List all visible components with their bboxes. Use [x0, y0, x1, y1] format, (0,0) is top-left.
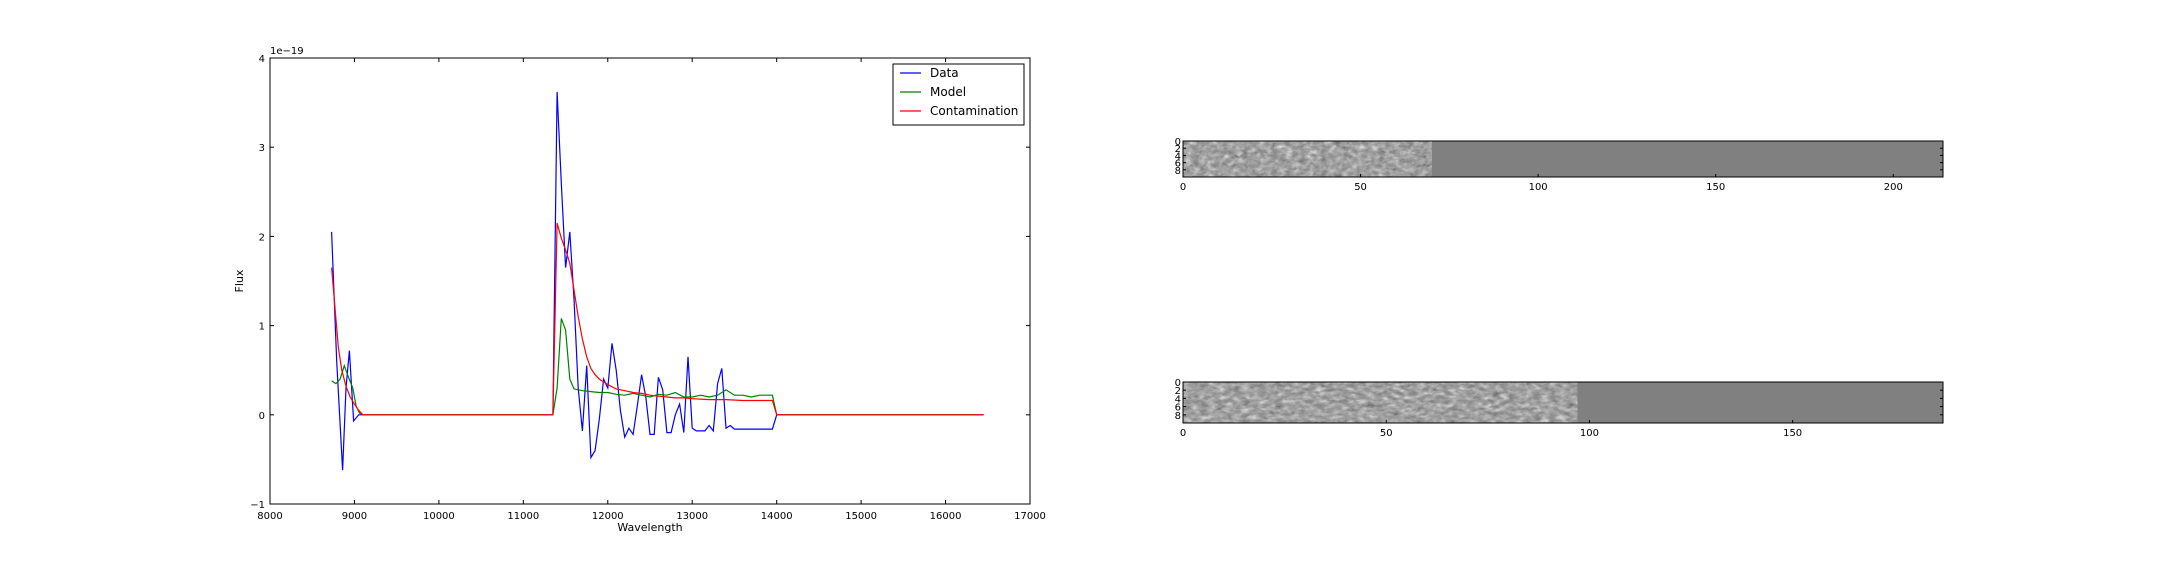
image-y-tick-label: 6 — [1175, 403, 1181, 414]
image-x-tick-label: 0 — [1180, 182, 1186, 193]
image-bottom-x-ticks: 0 50 100 150 — [1180, 420, 1802, 439]
image-y-tick-label: 4 — [1175, 394, 1181, 405]
image-y-tick-label: 2 — [1175, 386, 1181, 397]
legend-label-data: Data — [930, 66, 959, 80]
spectrum-plot: 8000 9000 10000 11000 12000 13000 14000 15000 16… — [233, 46, 1046, 534]
x-tick-label: 17000 — [1014, 511, 1046, 522]
x-tick-label: 16000 — [930, 511, 962, 522]
spectrum-plot-frame — [269, 57, 1031, 505]
y-tick-label: 1 — [259, 322, 265, 333]
image-y-tick-label: 8 — [1175, 411, 1181, 422]
image-x-tick-label: 150 — [1706, 182, 1725, 193]
x-tick-label: 8000 — [257, 511, 282, 522]
image-bottom-data-region — [1183, 382, 1578, 423]
x-tick-label: 15000 — [845, 511, 877, 522]
image-top-frame — [1182, 140, 1944, 178]
spectrum-x-axis-label: Wavelength — [617, 521, 682, 534]
image-x-tick-label: 100 — [1529, 182, 1548, 193]
y-tick-label: 4 — [259, 54, 265, 65]
spectrum-y-axis-label: Flux — [233, 269, 246, 292]
image-y-tick-label: 0 — [1175, 137, 1181, 148]
image-x-tick-label: 200 — [1884, 182, 1903, 193]
image-y-tick-label: 2 — [1175, 144, 1181, 155]
x-tick-label: 11000 — [507, 511, 539, 522]
spectrum-x-ticks: 8000 9000 10000 11000 12000 13000 14000 15000 16… — [257, 58, 1046, 522]
series-line-contamination — [331, 222, 984, 416]
image-x-tick-label: 50 — [1354, 182, 1367, 193]
image-x-tick-label: 0 — [1180, 428, 1186, 439]
legend-label-contamination: Contamination — [930, 104, 1018, 118]
series-line-data — [331, 91, 984, 471]
spectrum-y-ticks: −1 0 1 2 3 4 — [250, 54, 1030, 511]
x-tick-label: 12000 — [592, 511, 624, 522]
legend-frame — [892, 63, 1025, 126]
image-top-x-ticks: 0 50 100 150 200 — [1180, 174, 1903, 193]
image-y-tick-label: 8 — [1175, 166, 1181, 177]
spectrum-legend: Data Model Contamination — [892, 63, 1025, 126]
image-x-tick-label: 100 — [1580, 428, 1599, 439]
spectrum-series-group — [331, 91, 984, 471]
y-tick-label: 0 — [259, 411, 265, 422]
y-tick-label: 2 — [259, 232, 265, 243]
y-tick-label: −1 — [250, 500, 265, 511]
x-tick-label: 9000 — [342, 511, 367, 522]
image-bottom-frame — [1182, 381, 1944, 424]
image-x-tick-label: 150 — [1783, 428, 1802, 439]
spectrum-offset-text: 1e−19 — [270, 46, 304, 57]
image-top-data-region — [1183, 141, 1432, 177]
x-tick-label: 10000 — [423, 511, 455, 522]
image-x-tick-label: 50 — [1380, 428, 1393, 439]
image-y-tick-label: 4 — [1175, 151, 1181, 162]
x-tick-label: 14000 — [761, 511, 793, 522]
y-tick-label: 3 — [259, 143, 265, 154]
image-y-tick-label: 6 — [1175, 159, 1181, 170]
legend-label-model: Model — [930, 85, 966, 99]
image-y-tick-label: 0 — [1175, 378, 1181, 389]
x-tick-label: 13000 — [676, 511, 708, 522]
